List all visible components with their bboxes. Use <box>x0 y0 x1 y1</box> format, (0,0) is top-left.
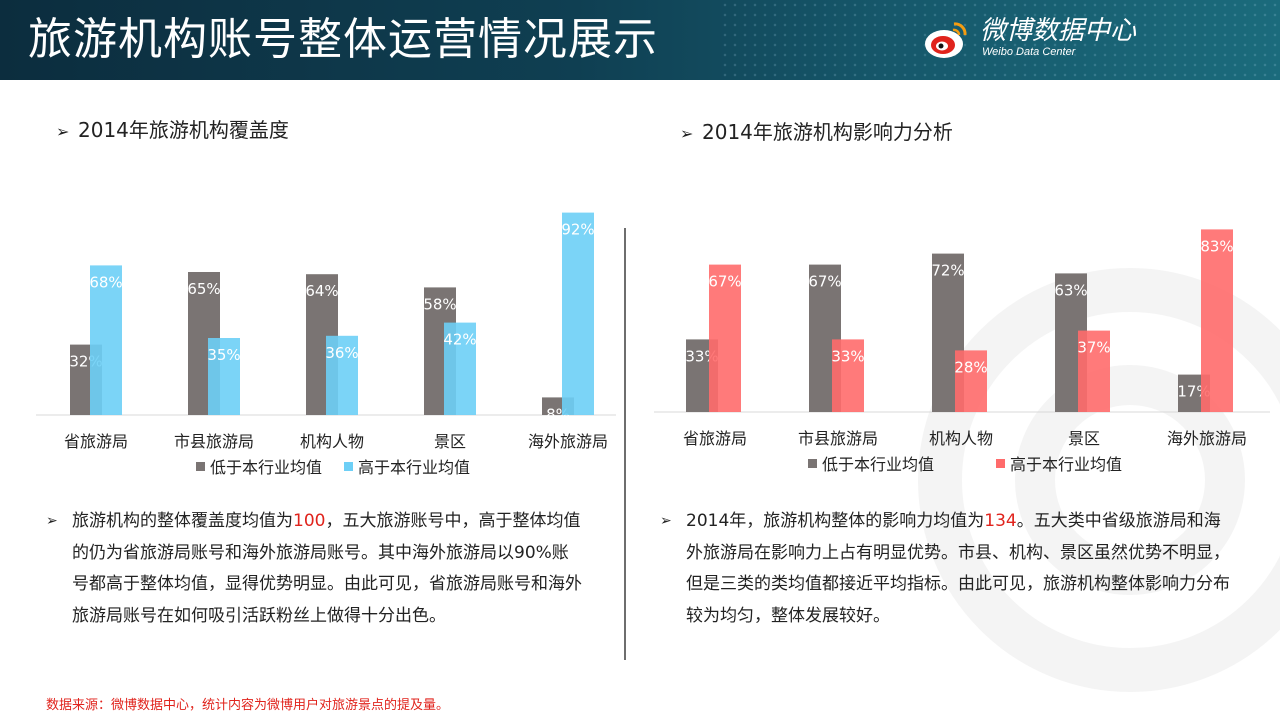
bar-value-label: 36% <box>325 344 358 362</box>
background-swirl-decoration <box>918 268 1280 692</box>
bar-value-label: 72% <box>931 262 964 280</box>
category-label: 机构人物 <box>929 429 993 448</box>
bar-value-label: 92% <box>561 221 594 239</box>
bar-value-label: 35% <box>207 346 240 364</box>
bar-above-avg <box>832 339 864 412</box>
bar-above-avg <box>709 264 741 412</box>
category-label: 机构人物 <box>300 432 364 451</box>
bar-above-avg <box>955 350 987 412</box>
legend-swatch <box>808 459 817 468</box>
influence-bar-chart: 33%67%省旅游局67%33%市县旅游局72%28%机构人物63%37%景区1… <box>654 229 1270 474</box>
right-section-title: ➢ 2014年旅游机构影响力分析 <box>680 120 953 144</box>
category-label: 市县旅游局 <box>798 429 878 448</box>
legend-swatch <box>344 462 353 471</box>
bar-value-label: 37% <box>1077 339 1110 357</box>
vertical-divider <box>624 228 626 660</box>
category-label: 景区 <box>434 432 466 451</box>
influence-average-value: 134 <box>984 511 1017 531</box>
legend-label: 低于本行业均值 <box>210 458 322 477</box>
bar-above-avg <box>1201 229 1233 412</box>
coverage-bar-chart: 32%68%省旅游局65%35%市县旅游局64%36%机构人物58%42%景区8… <box>36 212 616 477</box>
arrow-bullet-icon: ➢ <box>660 513 672 529</box>
category-label: 海外旅游局 <box>528 432 608 451</box>
page-title: 旅游机构账号整体运营情况展示 <box>28 14 658 65</box>
bar-above-avg <box>208 338 240 415</box>
brand-subtitle: Weibo Data Center <box>982 46 1076 58</box>
bar-value-label: 67% <box>808 273 841 291</box>
weibo-logo-icon <box>925 22 967 58</box>
bar-value-label: 64% <box>305 282 338 300</box>
left-section-title: ➢ 2014年旅游机构覆盖度 <box>56 118 289 142</box>
header-dot-pattern <box>720 0 1280 80</box>
bar-value-label: 58% <box>423 295 456 313</box>
category-label: 景区 <box>1068 429 1100 448</box>
bar-value-label: 67% <box>708 273 741 291</box>
right-summary: ➢ 2014年，旅游机构整体的影响力均值为134。五大类中省级旅游局和海外旅游局… <box>660 506 1236 646</box>
legend-swatch <box>996 459 1005 468</box>
legend-label: 高于本行业均值 <box>358 458 470 477</box>
category-label: 省旅游局 <box>64 432 128 451</box>
bar-above-avg <box>1078 330 1110 412</box>
category-label: 海外旅游局 <box>1167 429 1247 448</box>
legend-label: 高于本行业均值 <box>1010 455 1122 474</box>
legend-swatch <box>196 462 205 471</box>
bar-value-label: 68% <box>89 273 122 291</box>
bar-above-avg <box>326 335 358 415</box>
arrow-bullet-icon: ➢ <box>56 122 70 141</box>
data-source-note: 数据来源：微博数据中心，统计内容为微博用户对旅游景点的提及量。 <box>46 698 450 713</box>
arrow-bullet-icon: ➢ <box>680 124 694 143</box>
bar-value-label: 83% <box>1200 237 1233 255</box>
bar-value-label: 28% <box>954 358 987 376</box>
header-bar: 旅游机构账号整体运营情况展示 微博数据中心 Weibo Data Center <box>0 0 1280 80</box>
arrow-bullet-icon: ➢ <box>46 513 58 529</box>
legend-label: 低于本行业均值 <box>822 455 934 474</box>
bar-value-label: 65% <box>187 280 220 298</box>
left-summary: ➢ 旅游机构的整体覆盖度均值为100，五大旅游账号中，高于整体均值的仍为省旅游局… <box>46 506 586 676</box>
coverage-average-value: 100 <box>293 511 326 531</box>
bar-value-label: 33% <box>831 347 864 365</box>
bar-above-avg <box>90 265 122 415</box>
bar-value-label: 42% <box>443 331 476 349</box>
brand-name: 微博数据中心 <box>980 16 1137 46</box>
category-label: 省旅游局 <box>683 429 747 448</box>
bar-above-avg <box>562 212 594 415</box>
bar-above-avg <box>444 322 476 415</box>
bar-value-label: 63% <box>1054 281 1087 299</box>
category-label: 市县旅游局 <box>174 432 254 451</box>
